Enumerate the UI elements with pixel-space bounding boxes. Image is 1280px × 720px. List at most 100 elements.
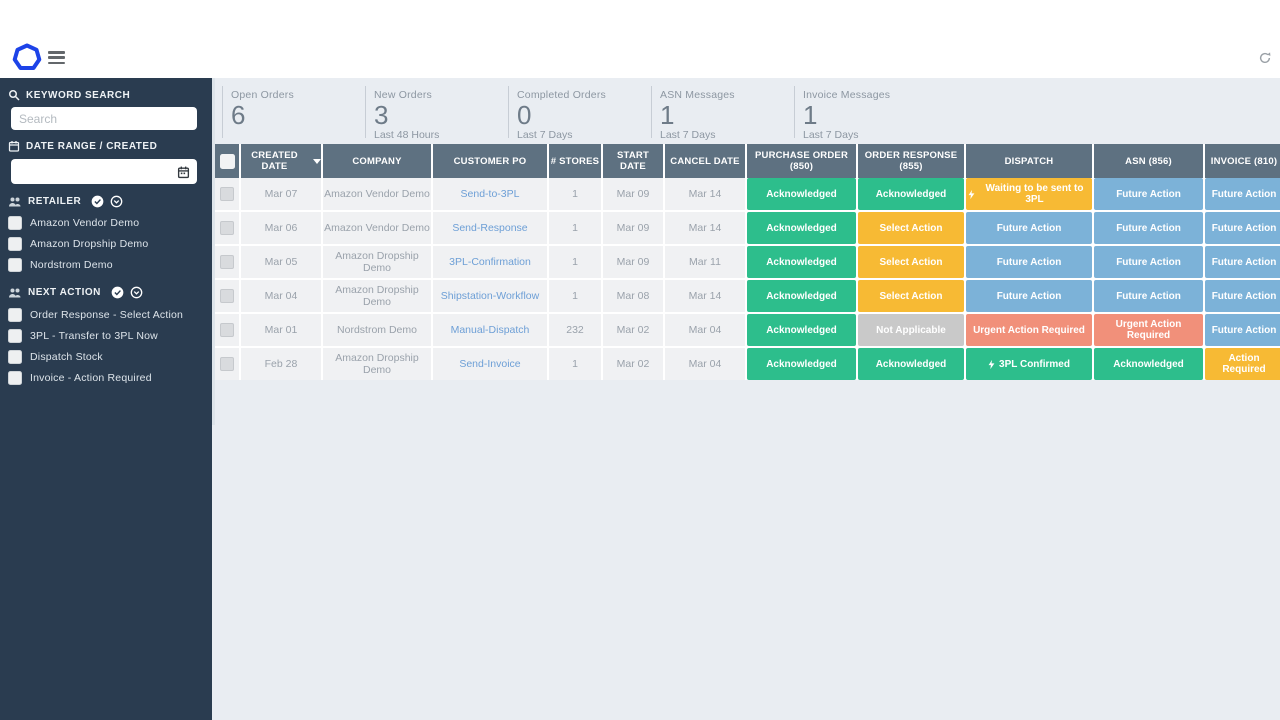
status-invoice[interactable]: Future Action	[1205, 178, 1280, 210]
status-invoice[interactable]: Future Action	[1205, 212, 1280, 244]
collapse-section-icon[interactable]	[110, 195, 123, 208]
status-order-response[interactable]: Acknowledged	[858, 178, 964, 210]
checkbox[interactable]	[8, 258, 22, 272]
status-order-response[interactable]: Select Action	[858, 212, 964, 244]
column-header-order-response-855[interactable]: ORDER RESPONSE (855)	[858, 144, 964, 178]
customer-po-link[interactable]: Send-to-3PL	[433, 178, 547, 210]
status-asn[interactable]: Future Action	[1094, 246, 1203, 278]
column-header-dispatch[interactable]: DISPATCH	[966, 144, 1092, 178]
select-all-header-cell	[215, 144, 239, 178]
search-icon	[9, 90, 20, 101]
row-select-cell	[215, 246, 239, 278]
status-dispatch[interactable]: Future Action	[966, 280, 1092, 312]
row-checkbox[interactable]	[220, 255, 234, 269]
stat-value: 1	[660, 100, 675, 130]
status-asn[interactable]: Future Action	[1094, 212, 1203, 244]
status-order-response[interactable]: Acknowledged	[858, 348, 964, 380]
refresh-icon[interactable]	[1258, 51, 1272, 65]
search-input[interactable]	[11, 107, 197, 130]
cancel-date-cell: Mar 04	[665, 348, 745, 380]
created-date-cell: Mar 04	[241, 280, 321, 312]
checkbox[interactable]	[8, 371, 22, 385]
select-all-checkbox[interactable]	[219, 153, 235, 169]
status-order-response[interactable]: Select Action	[858, 246, 964, 278]
column-header-invoice-810[interactable]: INVOICE (810)	[1205, 144, 1280, 178]
stat-label: New Orders	[374, 89, 433, 101]
filter-item-amazon-vendor-demo: Amazon Vendor Demo	[8, 216, 139, 230]
status-purchase-order[interactable]: Acknowledged	[747, 212, 856, 244]
lightning-bolt-icon	[968, 189, 975, 200]
column-header-customer-po[interactable]: CUSTOMER PO	[433, 144, 547, 178]
start-date-cell: Mar 09	[603, 246, 663, 278]
customer-po-link[interactable]: Manual-Dispatch	[433, 314, 547, 346]
checkbox[interactable]	[8, 329, 22, 343]
select-all-icon[interactable]	[91, 195, 104, 208]
status-purchase-order[interactable]: Acknowledged	[747, 178, 856, 210]
select-all-icon[interactable]	[111, 286, 124, 299]
stores-cell: 232	[549, 314, 601, 346]
status-purchase-order[interactable]: Acknowledged	[747, 314, 856, 346]
cancel-date-cell: Mar 04	[665, 314, 745, 346]
user-group-icon	[9, 197, 21, 206]
calendar-picker-icon[interactable]	[177, 165, 190, 178]
status-purchase-order[interactable]: Acknowledged	[747, 280, 856, 312]
stat-open-orders: Open Orders 6	[222, 86, 364, 138]
status-purchase-order[interactable]: Acknowledged	[747, 348, 856, 380]
stat-sub: Last 7 Days	[517, 129, 573, 141]
column-header-asn-856[interactable]: ASN (856)	[1094, 144, 1203, 178]
collapse-section-icon[interactable]	[130, 286, 143, 299]
row-checkbox[interactable]	[220, 357, 234, 371]
status-purchase-order[interactable]: Acknowledged	[747, 246, 856, 278]
status-asn[interactable]: Acknowledged	[1094, 348, 1203, 380]
status-dispatch[interactable]: Waiting to be sent to 3PL	[966, 178, 1092, 210]
customer-po-link[interactable]: 3PL-Confirmation	[433, 246, 547, 278]
status-invoice[interactable]: Action Required	[1205, 348, 1280, 380]
created-date-cell: Mar 07	[241, 178, 321, 210]
column-header-start-date[interactable]: START DATE	[603, 144, 663, 178]
status-dispatch[interactable]: Future Action	[966, 246, 1092, 278]
checkbox[interactable]	[8, 237, 22, 251]
checkbox[interactable]	[8, 216, 22, 230]
status-asn[interactable]: Future Action	[1094, 178, 1203, 210]
row-checkbox[interactable]	[220, 323, 234, 337]
row-checkbox[interactable]	[220, 221, 234, 235]
menu-icon[interactable]	[48, 51, 65, 64]
column-header-purchase-order-850[interactable]: PURCHASE ORDER (850)	[747, 144, 856, 178]
filter-label: Amazon Vendor Demo	[30, 217, 140, 229]
customer-po-link[interactable]: Send-Response	[433, 212, 547, 244]
status-asn[interactable]: Urgent Action Required	[1094, 314, 1203, 346]
status-dispatch[interactable]: Future Action	[966, 212, 1092, 244]
checkbox[interactable]	[8, 350, 22, 364]
row-checkbox[interactable]	[220, 289, 234, 303]
stat-value: 3	[374, 100, 389, 130]
status-invoice[interactable]: Future Action	[1205, 280, 1280, 312]
column-header-created-date[interactable]: CREATED DATE	[241, 144, 321, 178]
main-content: Open Orders 6 New Orders 3 Last 48 Hours…	[212, 78, 1280, 720]
status-asn[interactable]: Future Action	[1094, 280, 1203, 312]
status-order-response[interactable]: Not Applicable	[858, 314, 964, 346]
customer-po-link[interactable]: Shipstation-Workflow	[433, 280, 547, 312]
created-date-cell: Mar 05	[241, 246, 321, 278]
stores-cell: 1	[549, 178, 601, 210]
checkbox[interactable]	[8, 308, 22, 322]
row-checkbox[interactable]	[220, 187, 234, 201]
start-date-cell: Mar 02	[603, 348, 663, 380]
column-header-company[interactable]: COMPANY	[323, 144, 431, 178]
status-dispatch[interactable]: Urgent Action Required	[966, 314, 1092, 346]
orders-table: CREATED DATE COMPANY CUSTOMER PO # STORE…	[215, 144, 1280, 380]
status-order-response[interactable]: Select Action	[858, 280, 964, 312]
customer-po-link[interactable]: Send-Invoice	[433, 348, 547, 380]
start-date-cell: Mar 08	[603, 280, 663, 312]
date-range-input[interactable]	[11, 159, 197, 184]
column-header-stores[interactable]: # STORES	[549, 144, 601, 178]
date-range-field	[11, 159, 197, 184]
company-cell: Amazon Dropship Demo	[323, 246, 431, 278]
column-header-cancel-date[interactable]: CANCEL DATE	[665, 144, 745, 178]
scrollbar[interactable]	[212, 78, 215, 425]
stat-label: Invoice Messages	[803, 89, 891, 101]
status-invoice[interactable]: Future Action	[1205, 246, 1280, 278]
stat-label: Open Orders	[231, 89, 294, 101]
status-invoice[interactable]: Future Action	[1205, 314, 1280, 346]
calendar-icon	[8, 141, 20, 152]
status-dispatch[interactable]: 3PL Confirmed	[966, 348, 1092, 380]
